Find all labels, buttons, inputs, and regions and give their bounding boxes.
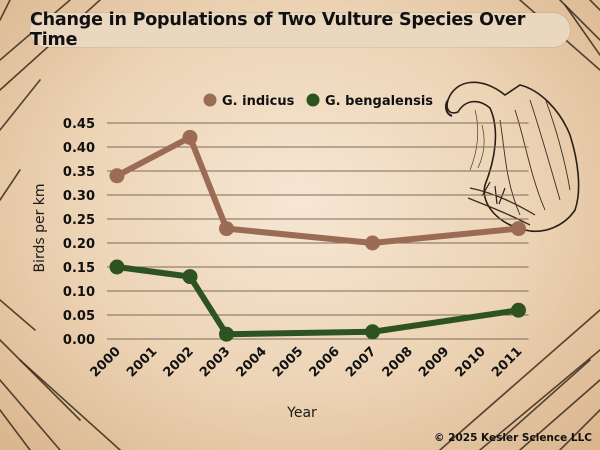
y-tick-label: 0.40 [63, 141, 95, 156]
decor-stroke [499, 359, 591, 441]
y-tick-label: 0.10 [63, 285, 95, 300]
legend-label: G. indicus [222, 94, 295, 109]
decor-stroke [564, 4, 600, 56]
data-point [109, 259, 125, 275]
y-tick-label: 0.30 [63, 189, 95, 204]
legend-label: G. bengalensis [325, 94, 433, 109]
x-tick-label: 2010 [453, 344, 489, 380]
decor-stroke [0, 299, 36, 331]
legend: G. indicus G. bengalensis [203, 93, 433, 109]
data-point [182, 129, 198, 145]
x-tick-label: 2000 [88, 344, 124, 380]
data-point [365, 235, 380, 251]
decor-stroke [519, 379, 600, 450]
chart-title: Change in Populations of Two Vulture Spe… [30, 10, 526, 50]
y-tick-label: 0.00 [63, 333, 95, 348]
y-tick-label: 0.45 [63, 117, 95, 132]
y-tick-label: 0.20 [63, 237, 95, 252]
decor-stroke [559, 409, 600, 450]
decor-stroke [439, 309, 600, 450]
y-tick-label: 0.35 [63, 165, 95, 180]
x-tick-label: 2005 [270, 344, 306, 380]
data-point [511, 302, 526, 318]
data-point [182, 269, 198, 285]
data-point [219, 326, 234, 342]
data-point [109, 168, 125, 184]
vulture-illustration [444, 81, 580, 232]
x-tick-label: 2008 [380, 344, 416, 380]
data-point [365, 324, 380, 340]
gridlines [107, 122, 529, 340]
x-tick-label: 2003 [197, 344, 233, 380]
legend-marker [306, 93, 320, 107]
x-axis-title: Year [286, 405, 317, 421]
y-axis-ticks: 0.00 0.05 0.10 0.15 0.20 0.25 0.30 0.35 0.40 0.45 [63, 117, 95, 348]
decor-stroke [589, 0, 600, 11]
decor-stroke [0, 339, 81, 421]
chart-title-banner: Change in Populations of Two Vulture Spe… [30, 10, 570, 50]
y-axis-title: Birds per km [32, 183, 48, 272]
x-tick-label: 2004 [234, 344, 270, 380]
x-tick-label: 2006 [307, 344, 343, 380]
x-tick-label: 2009 [416, 344, 452, 380]
decor-stroke [0, 409, 31, 450]
data-point [219, 221, 234, 237]
decor-stroke [0, 169, 21, 201]
x-tick-label: 2007 [343, 344, 379, 380]
data-point [511, 221, 526, 237]
decor-stroke [479, 349, 600, 450]
legend-marker [203, 93, 217, 107]
series-line-1 [114, 264, 522, 338]
decor-stroke [0, 79, 41, 131]
x-axis-ticks: 2000 2001 2002 2003 2004 2005 2006 2007 2008 2009… [88, 344, 526, 380]
series-lines [109, 129, 526, 342]
y-tick-label: 0.05 [63, 309, 95, 324]
y-tick-label: 0.25 [63, 213, 95, 228]
decor-stroke [0, 0, 11, 21]
x-tick-label: 2011 [489, 344, 525, 380]
copyright-credit: © 2025 Kesler Science LLC [434, 432, 592, 444]
x-tick-label: 2002 [161, 344, 197, 380]
decor-stroke [19, 359, 121, 450]
decor-stroke [0, 379, 61, 450]
series-line-0 [114, 134, 522, 246]
x-tick-label: 2001 [124, 344, 160, 380]
y-tick-label: 0.15 [63, 261, 95, 276]
